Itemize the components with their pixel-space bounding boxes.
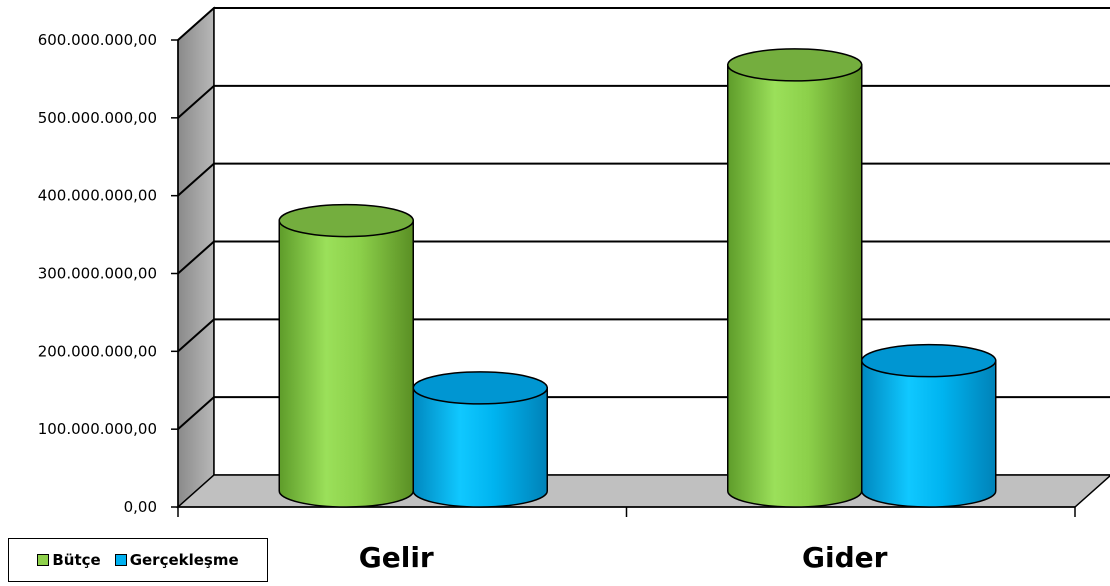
y-tick-label: 200.000.000,00: [38, 342, 157, 360]
x-category-label: Gelir: [359, 541, 434, 574]
cylinder-top: [278, 203, 414, 238]
cylinder-body: [412, 387, 548, 508]
legend-label-butce: Bütçe: [52, 551, 101, 569]
cylinder-top: [861, 343, 997, 378]
gridline: [177, 7, 1110, 41]
cylinder-body: [727, 64, 863, 508]
bar-gerceklesme-gider: [861, 343, 997, 508]
bars: [278, 48, 997, 508]
legend-item-butce: Bütçe: [37, 551, 101, 569]
bar-butce-gelir: [278, 203, 414, 508]
legend: Bütçe Gerçekleşme: [8, 538, 268, 582]
cylinder-body: [861, 359, 997, 508]
y-tick-labels: 0,00 100.000.000,00 200.000.000,00 300.000.…: [38, 31, 157, 516]
y-tick-label: 600.000.000,00: [38, 31, 157, 49]
x-category-labels: Gelir Gider: [359, 541, 888, 574]
y-tick-label: 500.000.000,00: [38, 109, 157, 127]
legend-item-gerceklesme: Gerçekleşme: [114, 551, 239, 569]
x-category-label: Gider: [802, 541, 888, 574]
y-tick-label: 100.000.000,00: [38, 420, 157, 438]
y-tick-label: 400.000.000,00: [38, 187, 157, 205]
legend-label-gerceklesme: Gerçekleşme: [129, 551, 239, 569]
legend-swatch-gerceklesme: [114, 554, 127, 566]
bar-gerceklesme-gelir: [412, 371, 548, 508]
bar-butce-gider: [727, 48, 863, 508]
cylinder-top: [412, 371, 548, 405]
y-tick-label: 300.000.000,00: [38, 265, 157, 283]
legend-swatch-butce: [37, 554, 50, 566]
y-tick-label: 0,00: [124, 498, 157, 516]
cylinder-top: [727, 48, 863, 82]
cylinder-body: [278, 219, 414, 508]
